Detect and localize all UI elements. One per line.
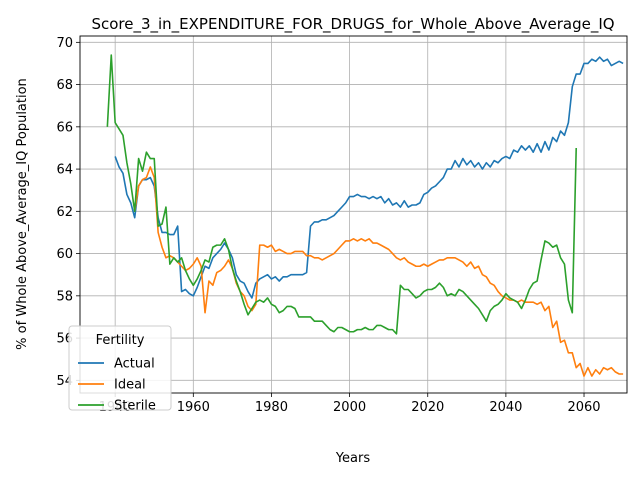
- y-tick-label: 66: [56, 120, 73, 135]
- x-tick-label: 2060: [567, 400, 600, 415]
- legend-box: [68, 325, 172, 411]
- x-tick-label: 2040: [489, 400, 522, 415]
- y-tick-label: 60: [56, 247, 73, 262]
- y-axis-label: % of Whole Above_Average_IQ Population: [15, 78, 30, 350]
- y-tick-label: 62: [56, 205, 73, 220]
- y-tick-label: 64: [56, 163, 73, 178]
- chart-title: Score_3_in_EXPENDITURE_FOR_DRUGS_for_Who…: [91, 15, 614, 34]
- legend-label-actual: Actual: [114, 357, 155, 372]
- series-layer: [106, 54, 624, 377]
- legend-items: Actual Ideal Sterile: [78, 357, 156, 414]
- y-tick-label: 68: [56, 78, 73, 93]
- y-tick-label: 58: [56, 289, 73, 304]
- x-tick-label: 1960: [177, 400, 210, 415]
- legend: Fertility Actual Ideal Sterile: [68, 325, 172, 414]
- x-tick-label: 2000: [333, 400, 366, 415]
- x-axis-label: Years: [335, 451, 371, 466]
- legend-title: Fertility: [96, 333, 145, 348]
- x-tick-label: 2020: [411, 400, 444, 415]
- plot-frame: [79, 35, 628, 394]
- series-line-sterile: [106, 54, 578, 335]
- legend-label-sterile: Sterile: [114, 399, 156, 414]
- series-line-actual: [114, 56, 624, 299]
- series-line-ideal: [133, 166, 624, 377]
- legend-label-ideal: Ideal: [114, 378, 146, 393]
- x-tick-label: 1980: [255, 400, 288, 415]
- y-tick-label: 70: [56, 36, 73, 51]
